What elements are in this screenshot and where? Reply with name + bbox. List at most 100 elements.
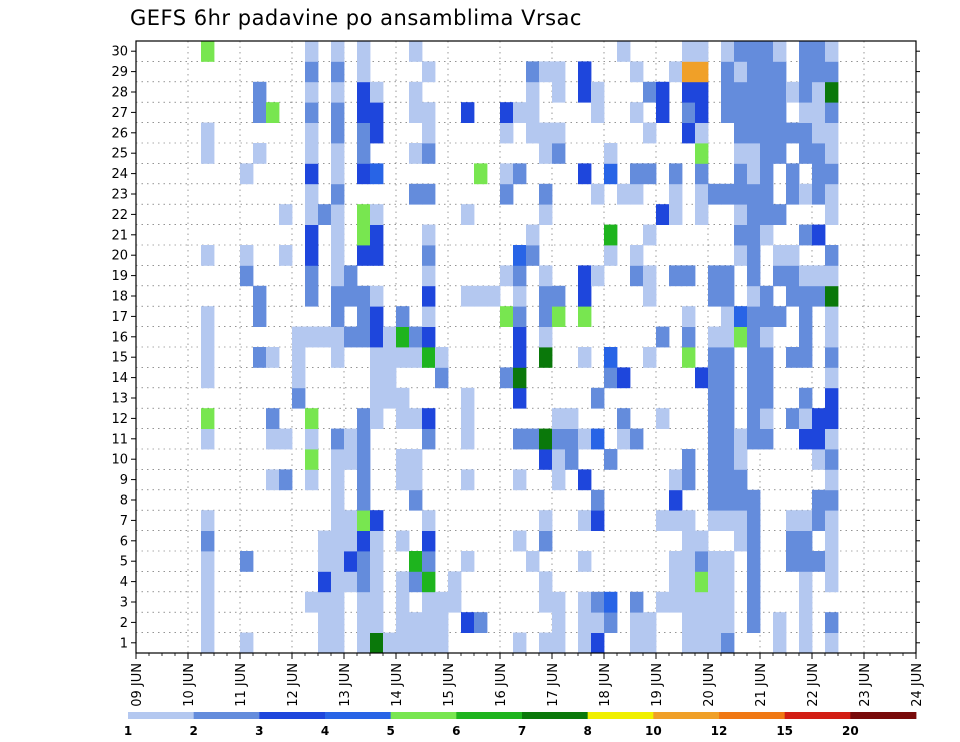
heatmap-cell — [565, 449, 579, 470]
heatmap-cell — [760, 163, 774, 185]
heatmap-cell — [396, 306, 410, 327]
heatmap-cell — [708, 571, 722, 593]
heatmap-cell — [266, 469, 280, 491]
heatmap-cell — [773, 122, 787, 144]
heatmap-cell — [409, 81, 423, 103]
heatmap-cell — [825, 367, 839, 389]
legend-label: 1 — [124, 724, 132, 738]
x-tick-label: 18 JUN — [598, 663, 613, 707]
heatmap-cell — [604, 245, 618, 266]
heatmap-cell — [825, 285, 839, 307]
y-tick-label: 13 — [111, 392, 128, 407]
heatmap-cell — [383, 632, 397, 654]
heatmap-cell — [721, 632, 735, 654]
legend-swatch — [390, 712, 457, 719]
heatmap-cell — [799, 81, 813, 103]
heatmap-cell — [708, 183, 722, 205]
heatmap-cell — [773, 102, 787, 123]
heatmap-cell — [682, 591, 696, 613]
heatmap-cell — [422, 102, 436, 123]
y-tick-label: 7 — [120, 514, 128, 529]
heatmap-cell — [825, 306, 839, 327]
heatmap-cell — [513, 163, 527, 185]
heatmap-cell — [786, 265, 800, 287]
legend-swatch — [193, 712, 260, 719]
heatmap-cell — [760, 204, 774, 225]
heatmap-cell — [513, 387, 527, 409]
legend-label: 6 — [452, 724, 460, 738]
heatmap-cell — [643, 163, 657, 185]
heatmap-cell — [292, 367, 306, 389]
heatmap-cell — [396, 347, 410, 368]
legend-label: 3 — [255, 724, 263, 738]
x-tick-label: 15 JUN — [442, 663, 457, 707]
heatmap-cell — [747, 122, 761, 144]
heatmap-cell — [825, 41, 839, 62]
heatmap-cell — [526, 224, 540, 246]
heatmap-cell — [318, 612, 332, 633]
heatmap-cell — [630, 61, 644, 83]
heatmap-cell — [695, 81, 709, 103]
heatmap-cell — [643, 265, 657, 287]
heatmap-cell — [539, 632, 553, 654]
heatmap-cell — [669, 61, 683, 83]
heatmap-cell — [409, 469, 423, 491]
heatmap-cell — [500, 306, 514, 327]
heatmap-cell — [331, 428, 345, 450]
heatmap-cell — [422, 612, 436, 633]
heatmap-cell — [409, 489, 423, 511]
heatmap-cell — [500, 265, 514, 287]
heatmap-cell — [253, 306, 267, 327]
heatmap-cell — [331, 41, 345, 62]
heatmap-cell — [604, 612, 618, 633]
heatmap-cell — [760, 306, 774, 327]
heatmap-cell — [799, 510, 813, 531]
heatmap-cell — [409, 612, 423, 633]
heatmap-cell — [331, 591, 345, 613]
heatmap-cell — [799, 326, 813, 348]
heatmap-cell — [513, 245, 527, 266]
heatmap-cell — [617, 408, 631, 429]
heatmap-cell — [734, 326, 748, 348]
heatmap-cell — [630, 591, 644, 613]
heatmap-cell — [617, 183, 631, 205]
heatmap-cell — [734, 489, 748, 511]
heatmap-cell — [786, 245, 800, 266]
heatmap-cell — [630, 428, 644, 450]
heatmap-cell — [409, 183, 423, 205]
heatmap-cell — [669, 163, 683, 185]
heatmap-cell — [708, 326, 722, 348]
heatmap-cell — [682, 551, 696, 572]
heatmap-cell — [331, 204, 345, 225]
heatmap-cell — [669, 591, 683, 613]
heatmap-cell — [357, 204, 371, 225]
heatmap-cell — [825, 387, 839, 409]
heatmap-cell — [409, 347, 423, 368]
heatmap-cell — [721, 41, 735, 62]
heatmap-cell — [370, 510, 384, 531]
heatmap-cell — [357, 61, 371, 83]
heatmap-cell — [552, 632, 566, 654]
heatmap-cell — [513, 367, 527, 389]
heatmap-cell — [825, 489, 839, 511]
heatmap-cell — [799, 41, 813, 62]
heatmap-cell — [734, 306, 748, 327]
heatmap-cell — [708, 428, 722, 450]
heatmap-cell — [799, 347, 813, 368]
heatmap-cell — [201, 347, 215, 368]
heatmap-cell — [201, 326, 215, 348]
heatmap-cell — [721, 408, 735, 429]
heatmap-cell — [552, 122, 566, 144]
heatmap-cell — [747, 285, 761, 307]
heatmap-cell — [812, 41, 826, 62]
heatmap-cell — [422, 285, 436, 307]
heatmap-cell — [747, 224, 761, 246]
heatmap-cell — [370, 367, 384, 389]
heatmap-cell — [201, 571, 215, 593]
heatmap-cell — [370, 245, 384, 266]
heatmap-cell — [331, 122, 345, 144]
heatmap-cell — [734, 428, 748, 450]
heatmap-cell — [500, 183, 514, 205]
heatmap-cell — [682, 347, 696, 368]
heatmap-cell — [747, 163, 761, 185]
